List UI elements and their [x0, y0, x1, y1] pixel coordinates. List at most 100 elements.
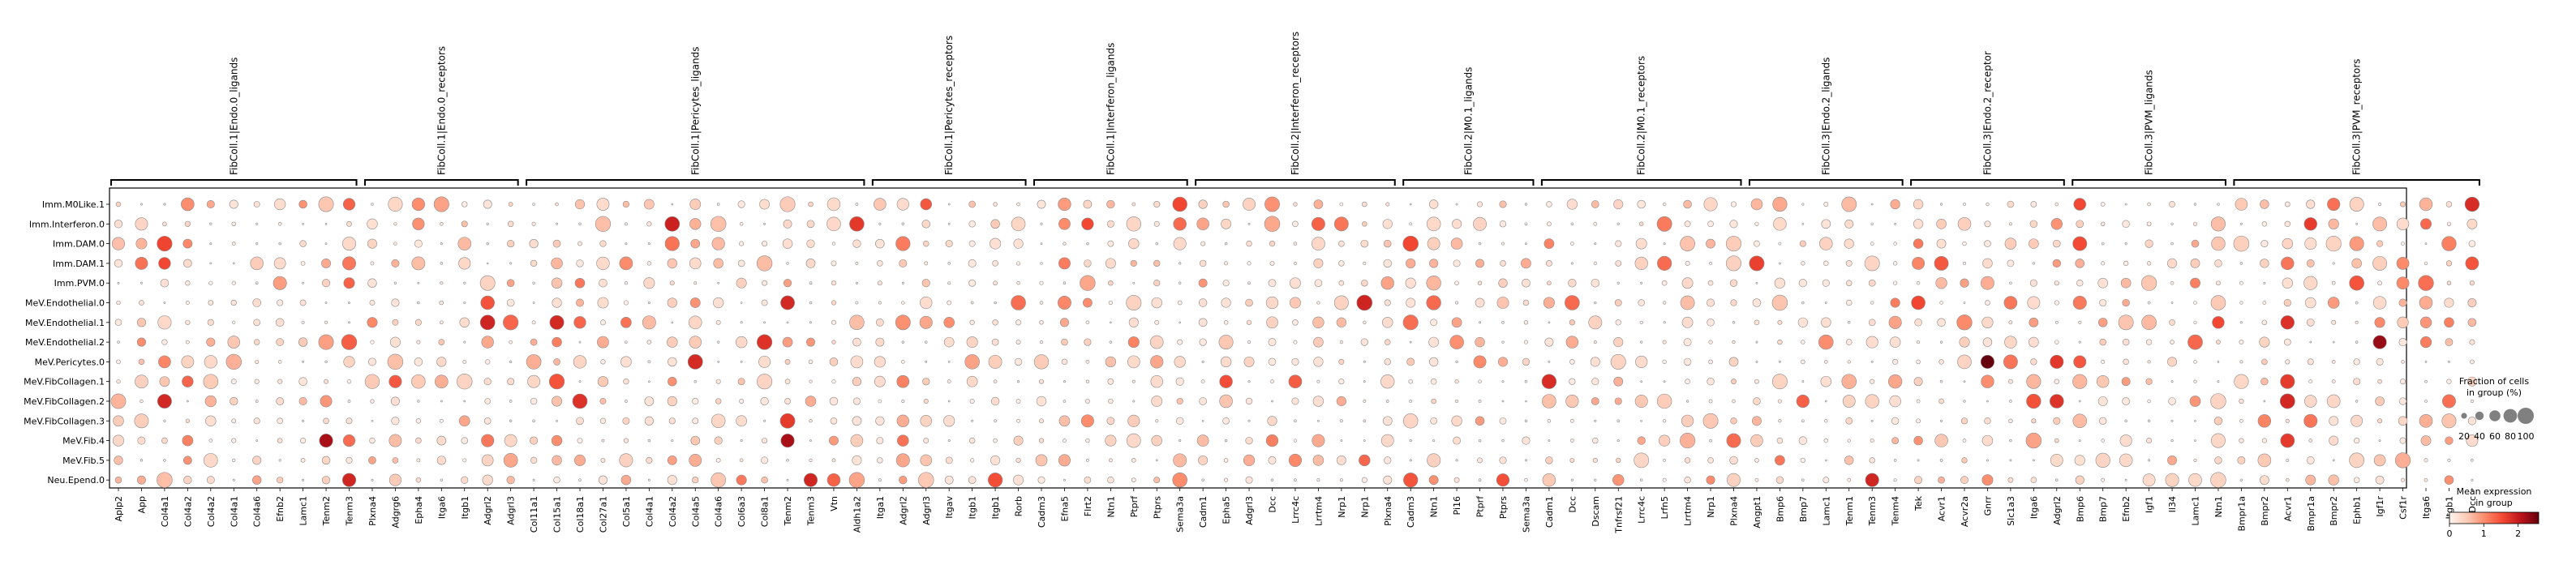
- dot: [482, 474, 493, 486]
- dot: [254, 339, 260, 345]
- dot: [1451, 415, 1462, 426]
- dot: [1939, 379, 1943, 383]
- dot: [1683, 338, 1692, 346]
- dot: [1313, 258, 1324, 268]
- dot: [182, 375, 194, 387]
- dot: [623, 379, 629, 385]
- dot: [2448, 361, 2450, 363]
- dot: [1268, 357, 1277, 366]
- dot: [2009, 439, 2012, 443]
- dot: [901, 281, 904, 284]
- dot: [1984, 240, 1991, 247]
- dot: [1085, 399, 1090, 404]
- dot: [763, 419, 766, 422]
- dot: [831, 458, 836, 463]
- dot: [1730, 417, 1737, 425]
- gene-label: Ntn1: [2213, 496, 2224, 518]
- dot: [2354, 437, 2360, 444]
- gene-label: Tenm1: [1844, 496, 1855, 526]
- dot: [1154, 319, 1160, 325]
- dot: [1565, 336, 1579, 349]
- dot: [878, 478, 882, 482]
- dot: [855, 281, 858, 284]
- dot: [737, 259, 745, 267]
- dot: [162, 221, 167, 227]
- dot: [1755, 340, 1758, 344]
- dot: [688, 315, 702, 330]
- gene-label: Dcc: [2467, 496, 2478, 513]
- dot: [2170, 302, 2174, 304]
- dot: [831, 300, 837, 306]
- dot: [2304, 297, 2316, 309]
- dot: [622, 417, 630, 425]
- dot: [1409, 340, 1412, 344]
- dot: [277, 477, 284, 484]
- dot: [207, 319, 214, 326]
- dot: [556, 419, 558, 422]
- dot: [2349, 197, 2364, 212]
- dot: [1497, 357, 1509, 367]
- dot: [919, 315, 933, 329]
- dot: [1081, 217, 1094, 230]
- dot: [2280, 374, 2295, 389]
- dot: [756, 255, 773, 272]
- dot: [1870, 301, 1874, 305]
- dot: [1570, 222, 1574, 226]
- dot: [1913, 219, 1924, 229]
- dot: [1406, 357, 1415, 366]
- dot: [255, 439, 259, 442]
- dot: [2210, 216, 2226, 232]
- dot: [1222, 280, 1230, 287]
- dot: [2073, 198, 2086, 211]
- dot: [137, 475, 146, 485]
- dot: [440, 478, 443, 481]
- dot: [577, 241, 582, 246]
- dot: [947, 439, 951, 443]
- dot: [1015, 340, 1021, 345]
- dot: [342, 237, 356, 251]
- dot: [2050, 394, 2064, 409]
- dot: [1868, 319, 1876, 327]
- dot: [1293, 242, 1298, 246]
- dot: [1402, 413, 1419, 429]
- dot: [971, 419, 974, 422]
- dot: [1635, 355, 1648, 368]
- dot: [321, 258, 331, 268]
- dot: [1732, 321, 1736, 324]
- dot: [2054, 340, 2059, 344]
- gene-label: Bmpr1a: [2306, 496, 2316, 532]
- dot: [2072, 413, 2087, 429]
- dot: [855, 261, 859, 265]
- dot: [1247, 281, 1251, 285]
- dot: [1796, 394, 1810, 409]
- dot: [1613, 337, 1624, 348]
- dot: [786, 262, 789, 265]
- dot: [713, 258, 723, 269]
- dot: [252, 298, 261, 307]
- dot: [1409, 439, 1412, 443]
- dot: [600, 359, 606, 365]
- dot: [2424, 400, 2428, 403]
- dot: [1291, 397, 1299, 405]
- dot: [369, 300, 376, 306]
- dot: [2193, 379, 2197, 383]
- dot: [900, 360, 905, 364]
- dot: [1427, 237, 1440, 250]
- dot: [551, 277, 563, 289]
- dot: [532, 419, 535, 423]
- dot: [711, 413, 726, 429]
- dot: [1614, 397, 1622, 405]
- dot: [1939, 301, 1943, 305]
- dot: [2398, 338, 2407, 347]
- dot: [623, 438, 629, 443]
- dot: [346, 220, 352, 227]
- dot: [1311, 216, 1325, 231]
- dot: [1083, 297, 1093, 308]
- dot: [1936, 238, 1947, 249]
- dot: [1477, 201, 1483, 207]
- dot: [1339, 340, 1343, 344]
- dot: [2217, 203, 2220, 206]
- dot: [2101, 439, 2105, 443]
- dot: [1893, 242, 1897, 246]
- dot: [1729, 456, 1738, 465]
